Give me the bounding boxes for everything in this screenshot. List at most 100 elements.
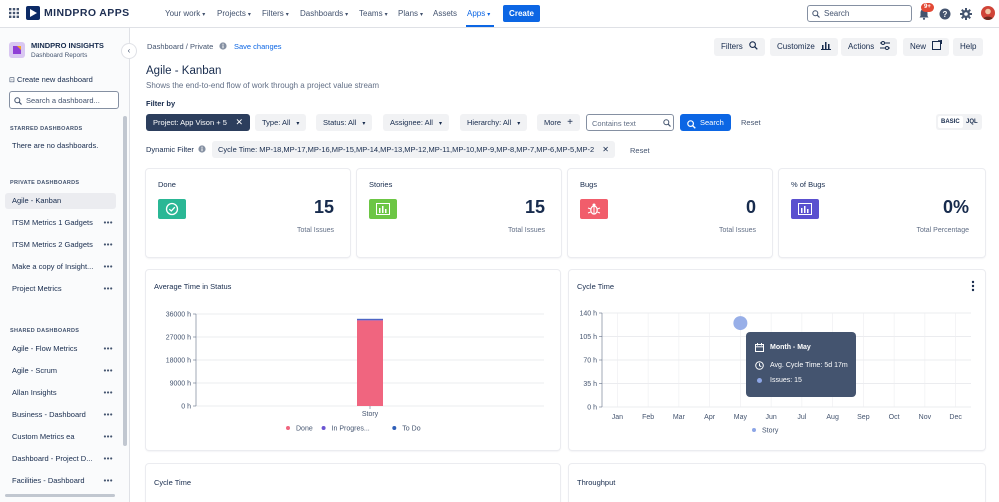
more-filters-button[interactable]: More + <box>537 114 580 131</box>
private-section-title: PRIVATE DASHBOARDS <box>10 180 80 186</box>
y-tick-label: 27000 h <box>166 335 191 342</box>
more-options-icon[interactable]: ••• <box>103 410 113 419</box>
help-icon[interactable]: ? <box>939 8 951 20</box>
dynamic-filter-label: Dynamic Filter <box>146 145 194 154</box>
new-button[interactable]: New <box>903 38 950 56</box>
nav-assets[interactable]: Assets <box>433 9 458 18</box>
create-dashboard-button[interactable]: ⊡ Create new dashboard <box>9 75 93 84</box>
hierarchy-filter[interactable]: Hierarchy: All ▾ <box>460 114 528 131</box>
more-options-icon[interactable]: ••• <box>103 344 113 353</box>
more-options-icon[interactable]: ••• <box>103 366 113 375</box>
stat-card-done: Done 15 Total Issues <box>146 169 350 257</box>
sidebar-item-facilities-dashboard[interactable]: Facilities - Dashboard ••• <box>5 473 116 489</box>
more-options-icon[interactable]: ••• <box>103 476 113 485</box>
project-filter[interactable]: Project: App Vison + 5 ✕ <box>146 114 250 131</box>
chevron-down-icon: ▾ <box>345 12 349 18</box>
more-options-icon[interactable]: ••• <box>103 454 113 463</box>
card-subtitle: Total Issues <box>719 227 756 234</box>
chevron-down-icon: ▾ <box>438 121 442 127</box>
sidebar-item-itsm-metrics-2[interactable]: ITSM Metrics 2 Gadgets ••• <box>5 237 116 253</box>
create-button[interactable]: Create <box>503 5 540 22</box>
nav-your-work[interactable]: Your work ▾ <box>165 9 206 18</box>
panel-title: Cycle Time <box>154 478 192 487</box>
sidebar-item-custom-metrics[interactable]: Custom Metrics ea ••• <box>5 429 116 445</box>
nav-dashboards[interactable]: Dashboards ▾ <box>300 9 349 18</box>
basic-mode-button[interactable]: BASIC <box>938 116 963 128</box>
new-window-icon <box>928 39 943 51</box>
more-options-icon[interactable]: ••• <box>103 284 113 293</box>
throughput-panel: Throughput <box>569 464 985 502</box>
sidebar-item-itsm-metrics-1[interactable]: ITSM Metrics 1 Gadgets ••• <box>5 215 116 231</box>
reset-filters-link[interactable]: Reset <box>741 118 761 127</box>
dashboard-search-input[interactable]: Search a dashboard... <box>9 91 119 109</box>
card-title: Stories <box>369 180 393 189</box>
brand-logo-icon[interactable] <box>26 6 40 20</box>
close-icon[interactable]: ✕ <box>602 145 609 154</box>
bug-icon <box>580 199 608 219</box>
legend-marker <box>286 426 290 430</box>
nav-plans[interactable]: Plans ▾ <box>398 9 424 18</box>
basic-jql-toggle[interactable]: BASIC JQL <box>936 114 982 130</box>
customize-button[interactable]: Customize <box>770 38 839 56</box>
nav-projects[interactable]: Projects ▾ <box>217 9 251 18</box>
close-icon[interactable]: ✕ <box>235 117 243 127</box>
stat-card-percent-bugs: % of Bugs 0% Total Percentage <box>779 169 985 257</box>
sidebar-hscrollbar[interactable] <box>5 494 115 497</box>
x-tick-label: Jan <box>612 414 623 421</box>
more-options-icon[interactable]: ••• <box>103 388 113 397</box>
kebab-menu-icon[interactable] <box>971 280 975 292</box>
breadcrumb[interactable]: Dashboard / Private <box>147 42 214 51</box>
legend-marker <box>392 426 397 430</box>
legend-label: In Progres... <box>332 426 370 433</box>
dynamic-filter-reset[interactable]: Reset <box>630 146 650 155</box>
nav-teams[interactable]: Teams ▾ <box>359 9 388 18</box>
help-button[interactable]: Help <box>953 38 984 56</box>
sidebar-item-agile-flow-metrics[interactable]: Agile - Flow Metrics ••• <box>5 341 116 357</box>
more-options-icon[interactable]: ••• <box>103 432 113 441</box>
search-icon <box>687 118 696 135</box>
x-tick-label: May <box>734 414 748 421</box>
nav-filters[interactable]: Filters ▾ <box>262 9 289 18</box>
status-filter[interactable]: Status: All ▾ <box>316 114 373 131</box>
legend-label: Story <box>762 428 779 435</box>
y-tick-label: 0 h <box>181 404 191 411</box>
plus-icon: + <box>567 117 573 128</box>
settings-gear-icon[interactable] <box>960 8 972 20</box>
sidebar-item-project-metrics[interactable]: Project Metrics ••• <box>5 281 116 297</box>
search-button[interactable]: Search <box>680 114 731 131</box>
save-changes-link[interactable]: Save changes <box>234 42 282 51</box>
contains-text-input[interactable]: Contains text <box>586 114 674 131</box>
sidebar-item-agile-scrum[interactable]: Agile - Scrum ••• <box>5 363 116 379</box>
brand-name[interactable]: MINDPRO APPS <box>44 7 130 19</box>
search-icon <box>812 6 820 23</box>
y-tick-label: 0 h <box>587 405 597 412</box>
global-search-input[interactable]: Search <box>807 5 912 22</box>
sidebar-scrollbar[interactable] <box>123 116 127 446</box>
y-tick-label: 35 h <box>583 381 597 388</box>
more-options-icon[interactable]: ••• <box>103 218 113 227</box>
more-options-icon[interactable]: ••• <box>103 240 113 249</box>
user-avatar[interactable] <box>981 6 995 20</box>
dynamic-filter-chip[interactable]: Cycle Time: MP-18,MP-17,MP-16,MP-15,MP-1… <box>212 141 615 158</box>
type-filter[interactable]: Type: All ▾ <box>255 114 307 131</box>
sidebar-item-allan-insights[interactable]: Allan Insights ••• <box>5 385 116 401</box>
chevron-down-icon: ▾ <box>487 12 491 18</box>
sidebar-item-agile-kanban[interactable]: Agile - Kanban <box>5 193 116 209</box>
assignee-filter[interactable]: Assignee: All ▾ <box>383 114 449 131</box>
avg-time-in-status-panel: Average Time in Status 36000 h 27000 h 180… <box>146 270 560 450</box>
svg-text:?: ? <box>943 10 948 19</box>
collapse-sidebar-button[interactable]: ‹ <box>122 44 136 58</box>
app-switcher-icon[interactable] <box>9 8 19 18</box>
nav-apps[interactable]: Apps ▾ <box>467 9 491 18</box>
sidebar-item-dashboard-project[interactable]: Dashboard - Project D... ••• <box>5 451 116 467</box>
more-options-icon[interactable]: ••• <box>103 262 113 271</box>
tooltip-cycle-time: Avg. Cycle Time: 5d 17m <box>770 362 848 369</box>
sidebar-item-business-dashboard[interactable]: Business - Dashboard ••• <box>5 407 116 423</box>
actions-button[interactable]: Actions <box>841 38 898 56</box>
sidebar-item-make-a-copy[interactable]: Make a copy of Insight... ••• <box>5 259 116 275</box>
filters-button[interactable]: Filters <box>714 38 766 56</box>
info-icon <box>198 145 206 153</box>
jql-mode-button[interactable]: JQL <box>966 119 978 125</box>
y-tick-label: 140 h <box>579 311 597 318</box>
x-tick-label: Apr <box>704 414 716 421</box>
